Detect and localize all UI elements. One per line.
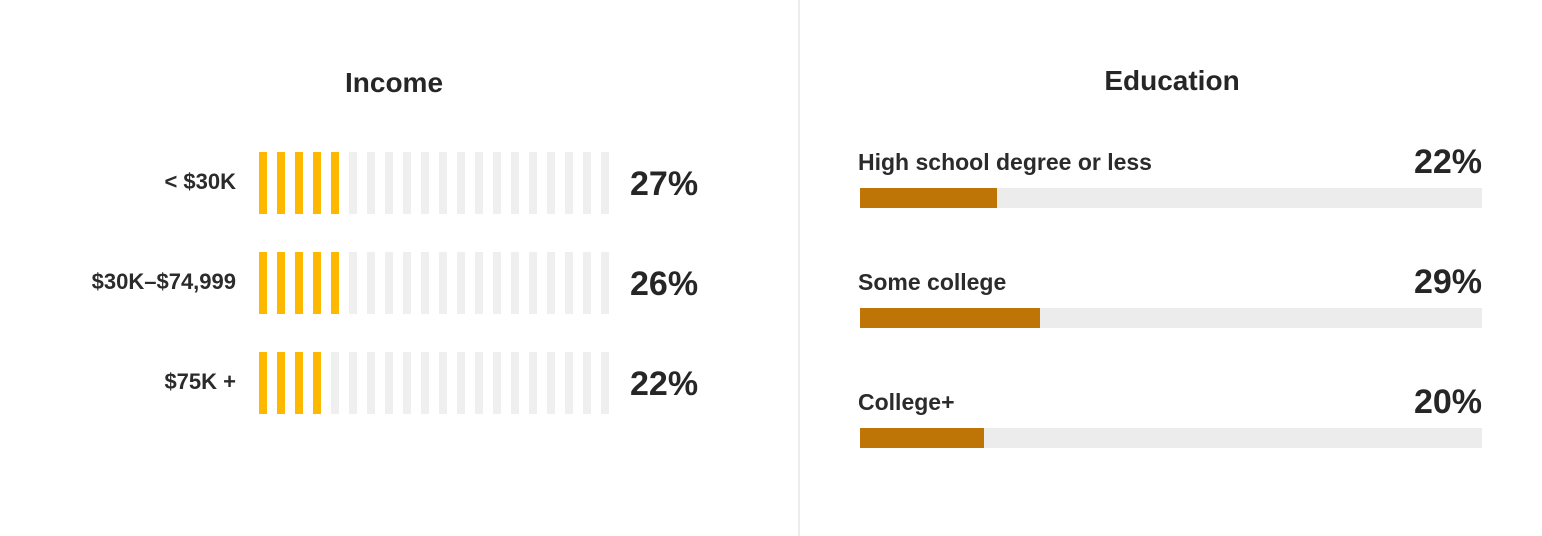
income-stripe-empty (511, 252, 519, 314)
income-category-label: $75K + (164, 369, 236, 394)
education-bar-track (860, 188, 1482, 208)
education-bar (860, 188, 997, 208)
income-stripe-empty (403, 352, 411, 414)
income-stripe-empty (367, 352, 375, 414)
income-stripe-filled (277, 252, 285, 314)
income-stripe-empty (457, 152, 465, 214)
income-stripe-empty (457, 252, 465, 314)
education-bar-track (860, 428, 1482, 448)
education-category-label: High school degree or less (858, 149, 1152, 175)
income-stripe-filled (277, 352, 285, 414)
income-stripe-filled (295, 352, 303, 414)
income-stripe-empty (403, 152, 411, 214)
education-value-label: 29% (1413, 263, 1482, 301)
income-stripe-empty (547, 152, 555, 214)
income-stripe-empty (349, 352, 357, 414)
income-stripe-empty (331, 352, 339, 414)
education-category-label: Some college (858, 269, 1007, 295)
education-row: College+ 20% (858, 382, 1484, 462)
income-stripe-empty (421, 252, 429, 314)
income-stripe-empty (385, 352, 393, 414)
income-stripe-empty (511, 152, 519, 214)
income-value-label: 22% (630, 365, 699, 403)
income-stripe-empty (493, 352, 501, 414)
income-stripe-empty (457, 352, 465, 414)
income-bar-stripes (259, 352, 609, 414)
income-stripe-filled (259, 152, 267, 214)
income-stripe-empty (601, 152, 609, 214)
income-stripe-empty (421, 152, 429, 214)
income-stripe-empty (439, 252, 447, 314)
income-stripe-empty (349, 252, 357, 314)
income-stripe-empty (475, 152, 483, 214)
income-stripe-empty (583, 352, 591, 414)
income-stripe-filled (313, 352, 321, 414)
income-stripe-empty (475, 352, 483, 414)
income-stripe-empty (547, 352, 555, 414)
income-stripe-empty (547, 252, 555, 314)
income-stripe-empty (439, 152, 447, 214)
income-stripe-empty (565, 352, 573, 414)
income-stripe-empty (493, 252, 501, 314)
education-bar-track (860, 308, 1482, 328)
income-stripe-empty (601, 352, 609, 414)
income-stripe-empty (385, 252, 393, 314)
education-category-label: College+ (858, 389, 955, 415)
income-category-label: $30K–$74,999 (91, 269, 236, 294)
income-row: $75K + 22% (0, 352, 760, 414)
education-row: High school degree or less 22% (858, 142, 1484, 222)
income-chart-title: Income (344, 67, 444, 98)
income-category-label: < $30K (164, 169, 236, 194)
income-stripe-empty (349, 152, 357, 214)
income-stripe-empty (475, 252, 483, 314)
income-stripe-empty (565, 252, 573, 314)
income-stripe-empty (367, 152, 375, 214)
income-stripe-empty (601, 252, 609, 314)
income-stripe-filled (295, 152, 303, 214)
income-bar-stripes (259, 152, 609, 214)
income-stripe-empty (385, 152, 393, 214)
education-bar (860, 308, 1041, 328)
income-stripe-empty (511, 352, 519, 414)
income-row: $30K–$74,999 26% (0, 252, 760, 314)
education-bar (860, 428, 985, 448)
income-bar-stripes (259, 252, 609, 314)
income-stripe-filled (313, 252, 321, 314)
income-stripe-filled (295, 252, 303, 314)
panel-divider (798, 0, 800, 536)
income-stripe-filled (331, 152, 339, 214)
education-value-label: 20% (1413, 383, 1482, 421)
income-stripe-filled (259, 252, 267, 314)
income-stripe-filled (259, 352, 267, 414)
income-stripe-empty (421, 352, 429, 414)
income-stripe-empty (583, 252, 591, 314)
income-value-label: 27% (630, 165, 699, 203)
income-stripe-empty (403, 252, 411, 314)
income-stripe-empty (583, 152, 591, 214)
education-row: Some college 29% (858, 262, 1484, 342)
education-value-label: 22% (1413, 143, 1482, 181)
income-row: < $30K 27% (0, 152, 760, 214)
income-stripe-filled (331, 252, 339, 314)
income-value-label: 26% (630, 265, 699, 303)
income-stripe-empty (529, 352, 537, 414)
income-stripe-empty (565, 152, 573, 214)
income-stripe-filled (313, 152, 321, 214)
education-chart-title: Education (1104, 65, 1240, 96)
income-stripe-filled (277, 152, 285, 214)
income-stripe-empty (439, 352, 447, 414)
income-stripe-empty (493, 152, 501, 214)
income-stripe-empty (529, 152, 537, 214)
income-stripe-empty (529, 252, 537, 314)
income-stripe-empty (367, 252, 375, 314)
